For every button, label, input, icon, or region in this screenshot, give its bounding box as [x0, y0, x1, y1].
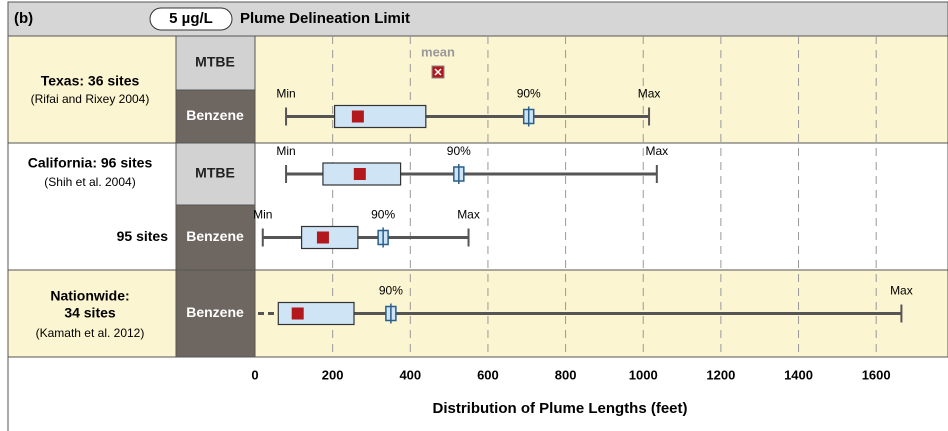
x-tick-label: 200	[322, 367, 344, 382]
box	[300, 225, 359, 250]
chemical-label: MTBE	[195, 54, 235, 70]
group-source: (Kamath et al. 2012)	[36, 326, 145, 340]
box	[277, 301, 355, 326]
stat-label: Min	[276, 144, 295, 158]
group-title: 34 sites	[64, 305, 116, 321]
x-tick-label: 600	[477, 367, 499, 382]
x-tick-label: 0	[251, 367, 258, 382]
group-title: Texas: 36 sites	[41, 73, 140, 89]
legend-cross	[434, 68, 442, 76]
stat-label: Max	[457, 208, 480, 222]
x-tick-label: 1400	[784, 367, 813, 382]
chart-title: Plume Delineation Limit	[240, 10, 410, 27]
stat-label: Max	[645, 144, 668, 158]
x-tick-label: 1200	[706, 367, 735, 382]
group-source: (Rifai and Rixey 2004)	[31, 92, 150, 106]
stat-label: Max	[890, 284, 913, 298]
legend-label: mean	[421, 44, 455, 59]
limit-label: 5 µg/L	[169, 10, 213, 27]
box	[333, 104, 427, 129]
mean-marker	[291, 307, 304, 320]
mean-marker	[351, 110, 364, 123]
limit-oval	[149, 7, 233, 31]
stat-label: Min	[253, 208, 272, 222]
stat-label: 90%	[379, 284, 403, 298]
chemical-cell	[175, 35, 256, 91]
group-title: Nationwide:	[50, 288, 129, 304]
chemical-label: MTBE	[195, 165, 235, 181]
mean-marker	[353, 168, 366, 180]
x-tick-label: 1600	[862, 367, 891, 382]
stat-label: 90%	[447, 144, 471, 158]
stat-label: 90%	[371, 208, 395, 222]
header-bar	[7, 1, 948, 37]
chemical-cell	[175, 204, 256, 271]
chemical-cell	[175, 89, 256, 144]
group-source: (Shih et al. 2004)	[44, 175, 135, 189]
chemical-cell	[175, 269, 256, 358]
group-band	[7, 142, 948, 271]
x-tick-label: 400	[399, 367, 421, 382]
stat-label: 90%	[517, 87, 541, 101]
row-note: 95 sites	[117, 228, 169, 244]
group-title: California: 96 sites	[28, 155, 153, 171]
chemical-label: Benzene	[186, 228, 244, 244]
mean-marker	[316, 231, 329, 244]
stat-label: Max	[638, 87, 661, 101]
chemical-cell	[175, 142, 256, 206]
x-tick-label: 800	[555, 367, 577, 382]
chemical-label: Benzene	[186, 304, 244, 320]
panel-label: (b)	[14, 10, 33, 27]
group-band	[7, 35, 948, 144]
chemical-label: Benzene	[186, 107, 244, 123]
stat-label: Min	[276, 87, 295, 101]
x-tick-label: 1000	[629, 367, 658, 382]
x-axis-label: Distribution of Plume Lengths (feet)	[433, 400, 688, 417]
